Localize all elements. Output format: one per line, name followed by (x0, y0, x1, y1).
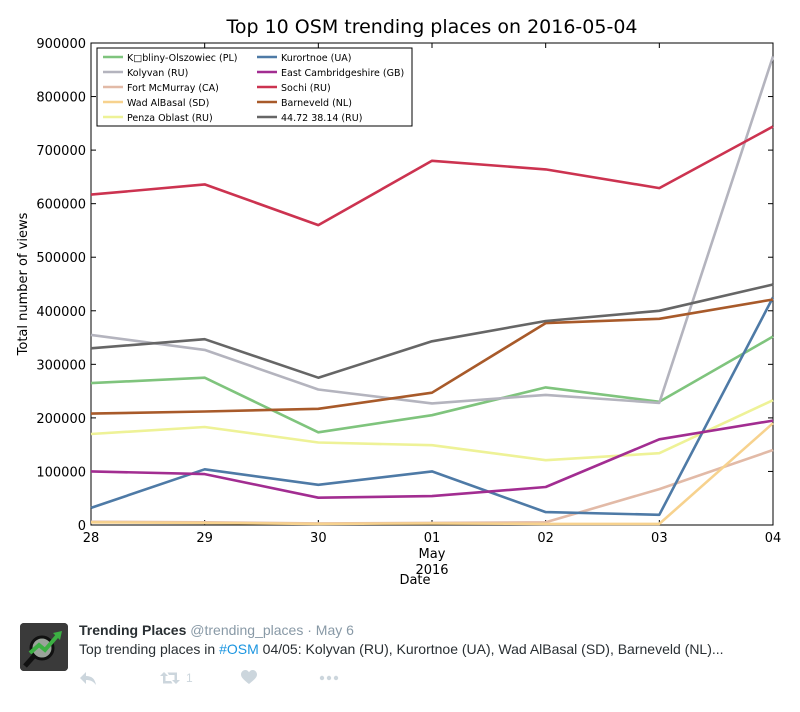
retweet-button[interactable]: 1 (160, 670, 193, 686)
tweet-text: Top trending places in #OSM 04/05: Kolyv… (79, 641, 724, 657)
reply-button[interactable] (79, 670, 97, 686)
y-tick-label: 800000 (36, 91, 86, 106)
retweet-count: 1 (186, 671, 193, 685)
tweet-text-suffix: 04/05: Kolyvan (RU), Kurortnoe (UA), Wad… (258, 641, 724, 657)
hashtag-link[interactable]: #OSM (219, 641, 259, 657)
y-tick-label: 300000 (36, 358, 86, 373)
x-tick-label: 30 (310, 531, 327, 546)
trending-places-chart: Top 10 OSM trending places on 2016-05-04… (16, 16, 782, 588)
tweet-date[interactable]: May 6 (315, 622, 354, 638)
line-chart: Top 10 OSM trending places on 2016-05-04… (16, 16, 782, 588)
y-tick-label: 500000 (36, 251, 86, 266)
series-line (90, 296, 775, 517)
series-line (90, 55, 775, 405)
legend-label: East Cambridgeshire (GB) (281, 68, 404, 79)
tweet-author-name[interactable]: Trending Places (79, 622, 187, 638)
y-tick-label: 400000 (36, 305, 86, 320)
y-tick-label: 600000 (36, 198, 86, 213)
series-line (90, 283, 774, 380)
tweet-text-prefix: Top trending places in (79, 641, 220, 657)
legend-label: Barneveld (NL) (281, 98, 352, 109)
legend-label: 44.72 38.14 (RU) (281, 113, 362, 124)
y-tick-label: 100000 (36, 465, 86, 480)
x-tick-label: 01 (424, 531, 441, 546)
x-tick-label: 28 (83, 531, 100, 546)
tweet-author-handle[interactable]: @trending_places (190, 622, 304, 638)
y-axis-label: Total number of views (16, 212, 31, 356)
trending-magnifier-icon (20, 623, 68, 671)
retweet-icon (160, 672, 180, 684)
legend-label: Fort McMurray (CA) (127, 83, 219, 94)
legend-label: Kolyvan (RU) (127, 68, 188, 79)
series-line (90, 422, 774, 526)
x-tick-label: 03 (651, 531, 668, 546)
x-axis-minor-label-year: 2016 (415, 563, 448, 578)
chart-title: Top 10 OSM trending places on 2016-05-04 (225, 16, 637, 38)
series-line (90, 399, 774, 462)
series-line (90, 298, 774, 415)
more-icon (319, 675, 339, 681)
x-tick-label: 02 (537, 531, 554, 546)
tweet-header: Trending Places @trending_places · May 6 (79, 622, 354, 638)
reply-icon (80, 672, 96, 685)
like-button[interactable] (241, 670, 257, 685)
y-tick-label: 0 (78, 519, 86, 534)
series-line (90, 335, 774, 434)
x-axis-label: Date (399, 573, 430, 588)
x-tick-label: 04 (765, 531, 782, 546)
legend-label: Kurortnoe (UA) (281, 53, 351, 64)
x-axis-minor-label-month: May (419, 547, 446, 562)
heart-icon (241, 670, 257, 684)
legend-label: Penza Oblast (RU) (127, 113, 213, 124)
legend-label: K□bliny-Olszowiec (PL) (127, 53, 237, 64)
y-tick-label: 900000 (36, 37, 86, 52)
y-tick-label: 700000 (36, 144, 86, 159)
y-tick-label: 200000 (36, 412, 86, 427)
series-line (90, 125, 774, 227)
legend-label: Sochi (RU) (281, 83, 331, 94)
legend-label: Wad AlBasal (SD) (127, 98, 209, 109)
avatar[interactable] (20, 623, 68, 671)
tweet[interactable]: Trending Places @trending_places · May 6… (0, 612, 800, 712)
series-line (90, 419, 774, 500)
chart-legend: K□bliny-Olszowiec (PL) Kolyvan (RU) Fort M… (96, 47, 413, 127)
x-tick-label: 29 (196, 531, 213, 546)
tweet-separator: · (307, 622, 312, 638)
more-button[interactable] (319, 670, 339, 686)
